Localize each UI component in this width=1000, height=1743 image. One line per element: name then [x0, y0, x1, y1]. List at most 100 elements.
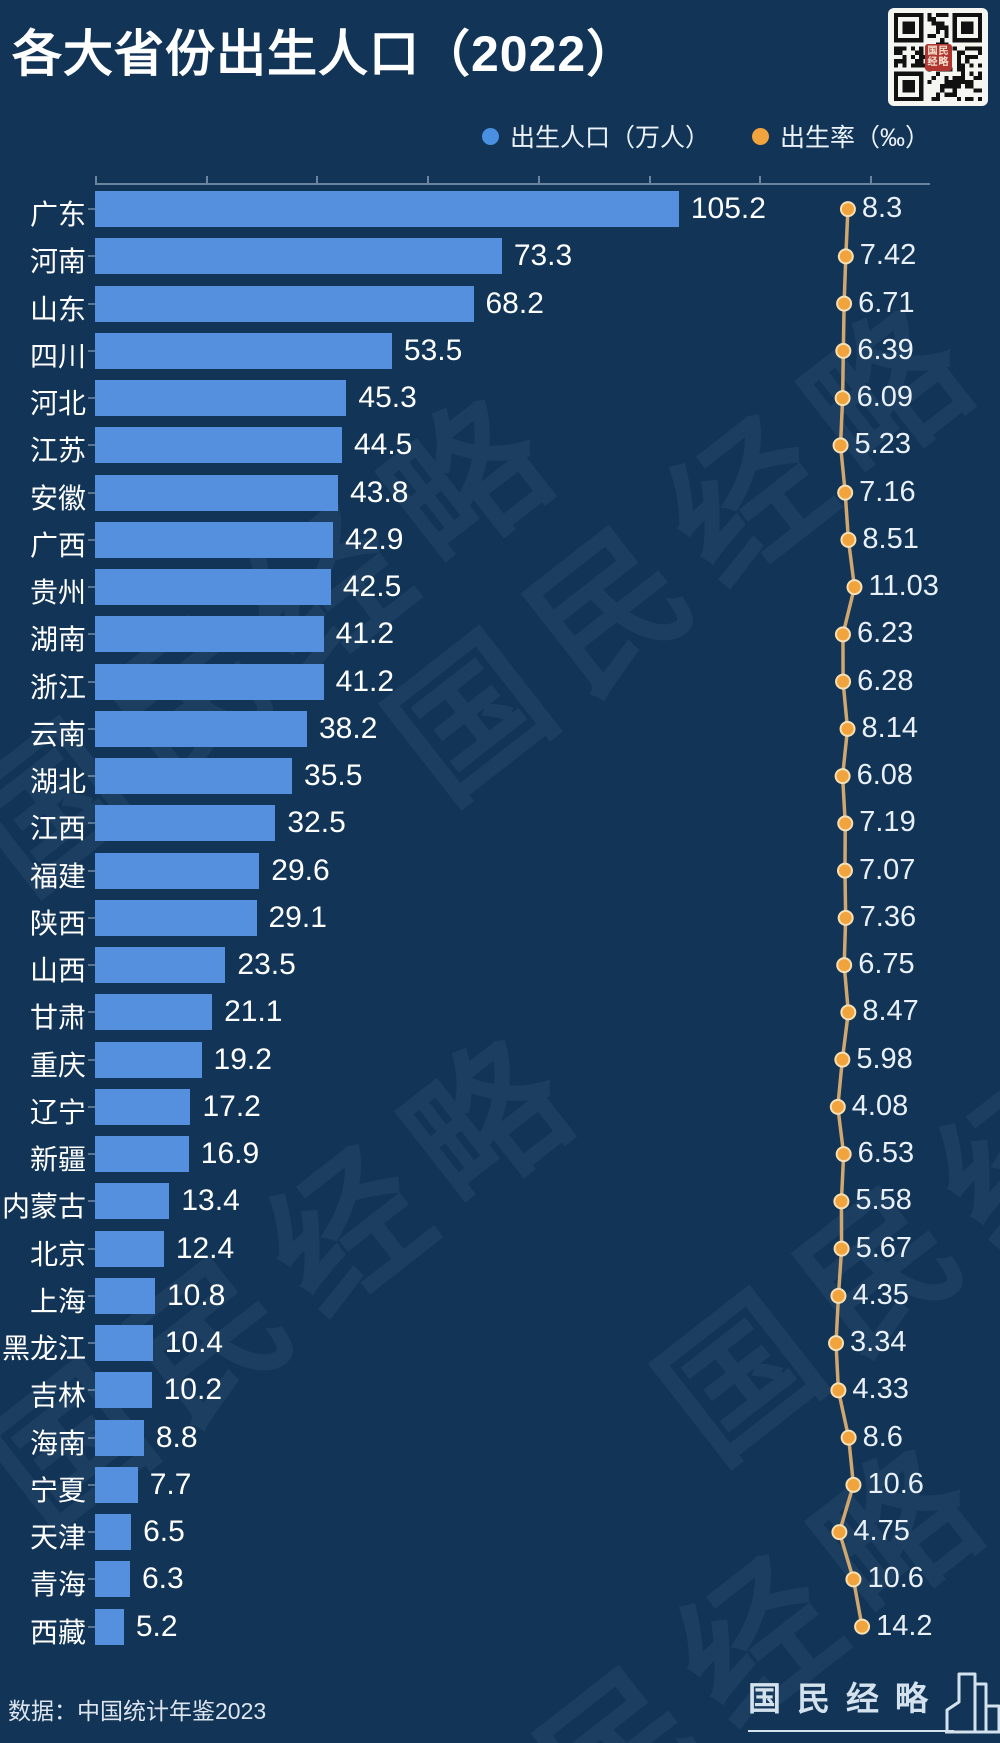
province-label: 内蒙古	[1, 1191, 86, 1223]
population-bar	[95, 569, 331, 606]
population-bar	[95, 1041, 202, 1078]
qr-code: 国民经略	[888, 8, 988, 106]
category-tick	[88, 397, 95, 400]
population-bar	[95, 710, 307, 747]
rate-legend-label: 出生率（‰）	[779, 124, 930, 152]
population-value: 10.8	[166, 1278, 226, 1312]
category-tick	[88, 680, 95, 683]
population-value: 29.1	[268, 900, 327, 934]
population-bar	[95, 758, 293, 795]
rate-value: 10.6	[867, 1562, 924, 1595]
category-tick	[88, 1011, 95, 1014]
rate-value: 6.28	[857, 664, 914, 697]
category-tick	[88, 1105, 95, 1108]
category-tick	[88, 1436, 95, 1439]
category-tick	[88, 1389, 95, 1392]
axis-tick	[869, 176, 872, 183]
category-tick	[88, 1578, 95, 1581]
population-value: 10.4	[164, 1326, 224, 1360]
rate-dot	[840, 531, 857, 548]
data-source: 数据：中国统计年鉴2023	[8, 1698, 267, 1724]
rate-value: 4.08	[851, 1089, 909, 1122]
province-label: 河北	[29, 388, 86, 420]
rate-dot	[837, 815, 854, 832]
province-label: 安徽	[29, 482, 86, 514]
province-label: 甘肃	[29, 1002, 86, 1034]
population-value: 8.8	[155, 1420, 198, 1454]
category-tick	[88, 822, 95, 825]
rate-value: 6.08	[856, 759, 914, 792]
population-value: 10.2	[163, 1373, 222, 1407]
category-tick	[88, 775, 95, 778]
rate-value: 8.6	[862, 1420, 903, 1453]
category-tick	[88, 208, 95, 211]
province-label: 宁夏	[29, 1474, 86, 1506]
qr-seal: 国民经略	[925, 44, 952, 71]
population-value: 45.3	[358, 381, 417, 415]
population-value: 41.2	[335, 664, 395, 698]
population-value: 16.9	[200, 1137, 260, 1171]
rate-value: 6.23	[856, 617, 914, 650]
province-label: 新疆	[29, 1144, 86, 1176]
province-label: 重庆	[29, 1049, 86, 1081]
category-tick	[88, 586, 95, 589]
population-value: 38.2	[319, 711, 378, 745]
rate-value: 3.34	[850, 1326, 907, 1359]
watermark: 国民经略	[628, 922, 1000, 1495]
rate-dot	[837, 248, 854, 265]
rate-value: 4.33	[852, 1373, 909, 1406]
rate-value: 7.36	[859, 900, 917, 933]
population-bar	[95, 1088, 191, 1125]
population-bar	[95, 1419, 144, 1456]
rate-value: 6.75	[858, 948, 915, 981]
population-bar	[95, 238, 502, 275]
rate-dot	[831, 1524, 848, 1541]
population-bar	[95, 427, 342, 464]
category-tick	[88, 633, 95, 636]
rate-dot	[845, 1476, 862, 1493]
category-tick	[88, 916, 95, 919]
population-value: 7.7	[149, 1467, 192, 1501]
province-label: 江西	[29, 813, 86, 845]
category-tick	[88, 964, 95, 967]
population-bar	[95, 474, 339, 511]
rate-value: 6.09	[856, 381, 914, 414]
rate-value: 7.16	[859, 475, 916, 508]
province-label: 湖南	[29, 624, 86, 656]
brand-logo: 国民经略	[748, 1672, 1000, 1734]
population-value: 19.2	[213, 1042, 272, 1076]
province-label: 河南	[29, 246, 86, 278]
rate-dot	[846, 579, 863, 596]
category-tick	[88, 538, 95, 541]
rate-value: 4.75	[853, 1515, 910, 1548]
rate-dot	[835, 342, 852, 359]
province-label: 黑龙江	[1, 1333, 86, 1365]
population-value: 32.5	[287, 806, 346, 840]
rate-dot	[833, 1193, 850, 1210]
rate-value: 10.6	[867, 1467, 924, 1500]
population-bar	[95, 947, 226, 984]
province-label: 青海	[29, 1569, 86, 1601]
population-bar	[95, 1608, 124, 1645]
rate-dot	[839, 720, 856, 737]
population-bar	[95, 616, 324, 653]
category-tick	[88, 1342, 95, 1345]
population-bar	[95, 805, 276, 842]
population-bar	[95, 521, 334, 558]
population-bar	[95, 852, 260, 889]
brand-underline	[748, 1730, 954, 1732]
rate-dot	[834, 626, 851, 643]
population-bar	[95, 332, 392, 369]
population-value: 6.5	[143, 1515, 185, 1549]
population-bar	[95, 1183, 170, 1220]
rate-value: 7.07	[858, 853, 916, 886]
axis-tick	[537, 176, 540, 183]
population-bar	[95, 1561, 130, 1598]
population-bar	[95, 899, 257, 936]
rate-dot	[837, 484, 854, 501]
rate-dot	[854, 1618, 871, 1635]
population-value: 5.2	[135, 1609, 178, 1643]
category-tick	[88, 1625, 95, 1628]
population-bar	[95, 663, 324, 700]
